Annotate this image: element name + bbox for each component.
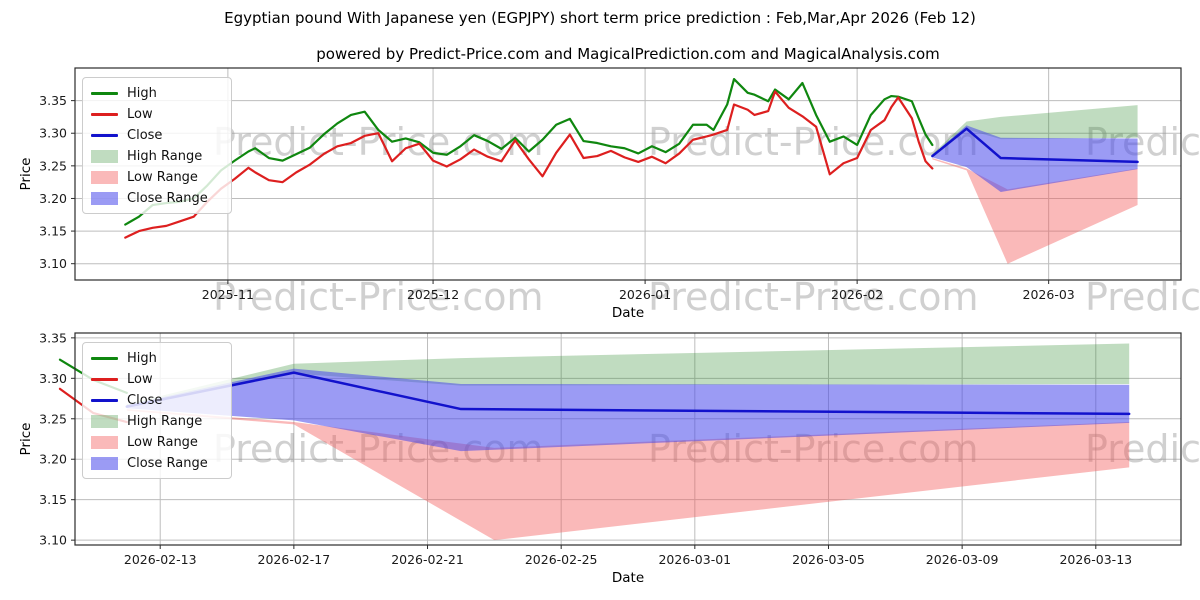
- legend-item-high-range: High Range: [91, 147, 223, 165]
- legend-label-high-range: High Range: [127, 148, 203, 164]
- watermark-text: Predict-Price.com: [213, 120, 544, 164]
- y-tick-label: 3.25: [39, 158, 67, 173]
- legend-label-low: Low: [127, 371, 153, 387]
- close-line: [931, 127, 1139, 164]
- legend-swatch-close: [91, 398, 118, 402]
- y-tick-label: 3.10: [39, 533, 67, 548]
- legend-swatch-close: [91, 133, 118, 137]
- legend-label-high: High: [127, 85, 157, 101]
- y-tick-label: 3.35: [39, 93, 67, 108]
- legend-item-low: Low: [91, 105, 223, 123]
- legend-item-high-range: High Range: [91, 412, 223, 430]
- legend-swatch-low: [91, 112, 118, 116]
- y-tick-label: 3.20: [39, 452, 67, 467]
- plot-border: [74, 67, 1182, 281]
- low-range-band: [932, 158, 1138, 264]
- legend-label-low-range: Low Range: [127, 169, 198, 185]
- legend-swatch-low-range: [91, 435, 118, 449]
- low-line: [124, 90, 934, 239]
- legend-label-close: Close: [127, 392, 163, 408]
- legend-swatch-high: [91, 91, 118, 95]
- legend-item-close: Close: [91, 391, 223, 409]
- x-axis-label: Date: [612, 305, 644, 321]
- x-tick-label: 2025-12: [407, 287, 459, 302]
- plot-border: [74, 332, 1182, 546]
- legend-label-high-range: High Range: [127, 413, 203, 429]
- y-tick-label: 3.20: [39, 191, 67, 206]
- legend-item-high: High: [91, 84, 223, 102]
- legend-item-low-range: Low Range: [91, 433, 223, 451]
- y-tick-label: 3.15: [39, 492, 67, 507]
- legend-item-close-range: Close Range: [91, 454, 223, 472]
- legend-chart1: High Low Close High Range Low Range Close Ran…: [82, 77, 232, 214]
- watermark-text: Predict-Price.com: [213, 275, 544, 319]
- x-tick-label: 2026-03-09: [926, 552, 999, 567]
- legend-item-close-range: Close Range: [91, 189, 223, 207]
- watermark-text: Predict-Price.com: [648, 275, 979, 319]
- high-range-band: [932, 105, 1138, 157]
- x-tick-label: 2026-03-13: [1059, 552, 1132, 567]
- watermark-text: Predict-Price.com: [1085, 275, 1200, 319]
- historical-prediction-chart: Predict-Price.com Predict-Price.com Predic…: [18, 67, 1200, 321]
- high-line: [124, 77, 934, 226]
- x-tick-label: 2026-03-05: [792, 552, 865, 567]
- legend-label-close: Close: [127, 127, 163, 143]
- x-tick-label: 2026-03: [1023, 287, 1075, 302]
- legend-label-close-range: Close Range: [127, 455, 208, 471]
- x-tick-label: 2026-03-01: [658, 552, 731, 567]
- legend-label-close-range: Close Range: [127, 190, 208, 206]
- legend-label-low-range: Low Range: [127, 434, 198, 450]
- x-tick-label: 2026-02-25: [525, 552, 598, 567]
- legend-item-high: High: [91, 349, 223, 367]
- legend-chart2: High Low Close High Range Low Range Close Ran…: [82, 342, 232, 479]
- y-tick-label: 3.35: [39, 330, 67, 345]
- legend-swatch-close-range: [91, 191, 118, 205]
- x-tick-label: 2026-02: [831, 287, 883, 302]
- legend-swatch-low-range: [91, 170, 118, 184]
- y-tick-label: 3.15: [39, 224, 67, 239]
- y-tick-label: 3.25: [39, 411, 67, 426]
- y-tick-label: 3.30: [39, 371, 67, 386]
- legend-swatch-high-range: [91, 149, 118, 163]
- legend-label-high: High: [127, 350, 157, 366]
- legend-swatch-high: [91, 356, 118, 360]
- legend-swatch-high-range: [91, 414, 118, 428]
- legend-item-low: Low: [91, 370, 223, 388]
- y-tick-label: 3.30: [39, 126, 67, 141]
- legend-label-low: Low: [127, 106, 153, 122]
- page-title: Egyptian pound With Japanese yen (EGPJPY…: [224, 9, 976, 27]
- high-range-band: [126, 343, 1130, 407]
- legend-swatch-close-range: [91, 456, 118, 470]
- legend-swatch-low: [91, 377, 118, 381]
- y-axis-label: Price: [18, 158, 34, 191]
- watermark-text: Predict-Price.com: [648, 120, 979, 164]
- y-tick-label: 3.10: [39, 256, 67, 271]
- low-range-band: [126, 409, 1130, 541]
- legend-item-low-range: Low Range: [91, 168, 223, 186]
- x-tick-label: 2026-02-21: [391, 552, 464, 567]
- x-tick-label: 2025-11: [202, 287, 254, 302]
- x-tick-label: 2026-01: [619, 287, 671, 302]
- y-axis-label: Price: [18, 423, 34, 456]
- page-subtitle: powered by Predict-Price.com and Magical…: [316, 45, 940, 63]
- x-tick-label: 2026-02-13: [124, 552, 197, 567]
- prediction-detail-chart: Predict-Price.comPredict-Price.comPredic…: [18, 330, 1200, 586]
- x-tick-label: 2026-02-17: [258, 552, 331, 567]
- x-axis-label: Date: [612, 570, 644, 586]
- legend-item-close: Close: [91, 126, 223, 144]
